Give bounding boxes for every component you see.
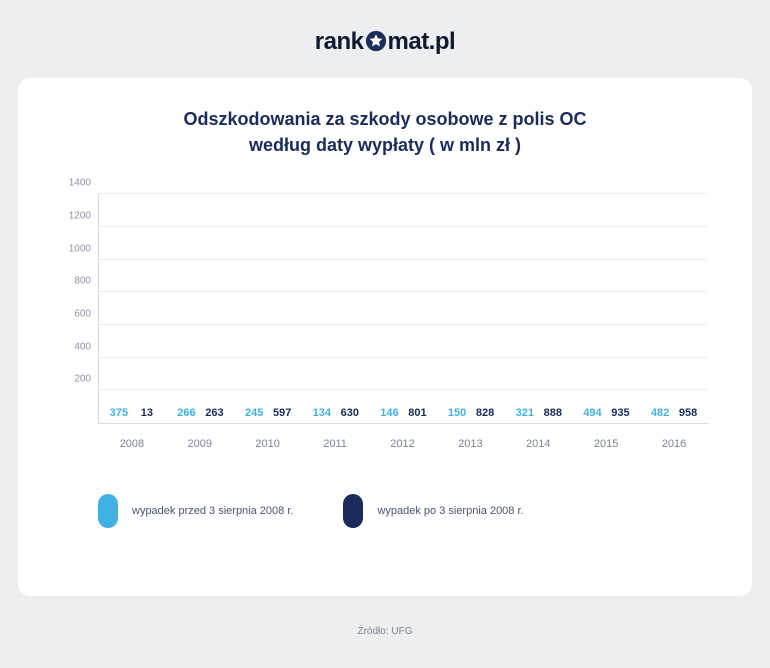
x-tick-label: 2015: [594, 438, 618, 450]
x-axis-labels: 2008 2009 2010 2011 2012 2013 2014 2015 2016: [98, 424, 708, 450]
chart-plot-area: 375 13 266 263 245 597 134 630 146 801 150 828 321 88…: [98, 194, 708, 424]
bar-value-label: 150: [448, 407, 466, 423]
x-tick-label: 2016: [662, 438, 686, 450]
y-tick-label: 1400: [69, 178, 99, 189]
bar-value-label: 13: [141, 407, 153, 423]
bar-value-label: 245: [245, 407, 263, 423]
y-tick-label: 1000: [69, 243, 99, 254]
legend-swatch: [343, 494, 363, 528]
gridline: [99, 324, 708, 325]
gridline: [99, 357, 708, 358]
gridline: [99, 193, 708, 194]
bar-value-label: 958: [679, 407, 697, 423]
x-tick-label: 2013: [458, 438, 482, 450]
legend-item: wypadek przed 3 sierpnia 2008 r.: [98, 494, 293, 528]
bar-value-label: 494: [583, 407, 601, 423]
legend-swatch: [98, 494, 118, 528]
logo-left: rank: [315, 28, 364, 55]
gridline: [99, 389, 708, 390]
bar-value-label: 134: [313, 407, 331, 423]
bar-value-label: 146: [380, 407, 398, 423]
bar-value-label: 801: [408, 407, 426, 423]
gridline: [99, 259, 708, 260]
brand-logo: rank mat.pl: [0, 0, 770, 78]
y-tick-label: 400: [74, 341, 99, 352]
chart-legend: wypadek przed 3 sierpnia 2008 r. wypadek …: [98, 494, 718, 528]
bar-value-label: 888: [544, 407, 562, 423]
bar-value-label: 630: [341, 407, 359, 423]
chart-title-line1: Odszkodowania za szkody osobowe z polis …: [52, 106, 718, 132]
x-tick-label: 2009: [188, 438, 212, 450]
x-tick-label: 2010: [255, 438, 279, 450]
y-tick-label: 1200: [69, 210, 99, 221]
bar-value-label: 597: [273, 407, 291, 423]
bar-value-label: 321: [516, 407, 534, 423]
bar-value-label: 482: [651, 407, 669, 423]
bar-value-label: 263: [205, 407, 223, 423]
x-tick-label: 2014: [526, 438, 550, 450]
x-tick-label: 2011: [323, 438, 347, 450]
logo-right: mat.pl: [388, 28, 456, 55]
star-icon: [365, 30, 387, 52]
legend-item: wypadek po 3 sierpnia 2008 r.: [343, 494, 523, 528]
chart-title: Odszkodowania za szkody osobowe z polis …: [52, 106, 718, 158]
y-tick-label: 800: [74, 276, 99, 287]
gridline: [99, 226, 708, 227]
legend-label: wypadek przed 3 sierpnia 2008 r.: [132, 505, 293, 517]
gridline: [99, 291, 708, 292]
y-tick-label: 200: [74, 374, 99, 385]
bar-value-label: 375: [110, 407, 128, 423]
bar-value-label: 828: [476, 407, 494, 423]
source-attribution: Źródło: UFG: [0, 596, 770, 637]
bar-value-label: 266: [177, 407, 195, 423]
legend-label: wypadek po 3 sierpnia 2008 r.: [377, 505, 523, 517]
chart-card: Odszkodowania za szkody osobowe z polis …: [18, 78, 752, 596]
bar-value-label: 935: [611, 407, 629, 423]
y-tick-label: 600: [74, 309, 99, 320]
chart-title-line2: według daty wypłaty ( w mln zł ): [52, 132, 718, 158]
x-tick-label: 2012: [390, 438, 414, 450]
x-tick-label: 2008: [120, 438, 144, 450]
